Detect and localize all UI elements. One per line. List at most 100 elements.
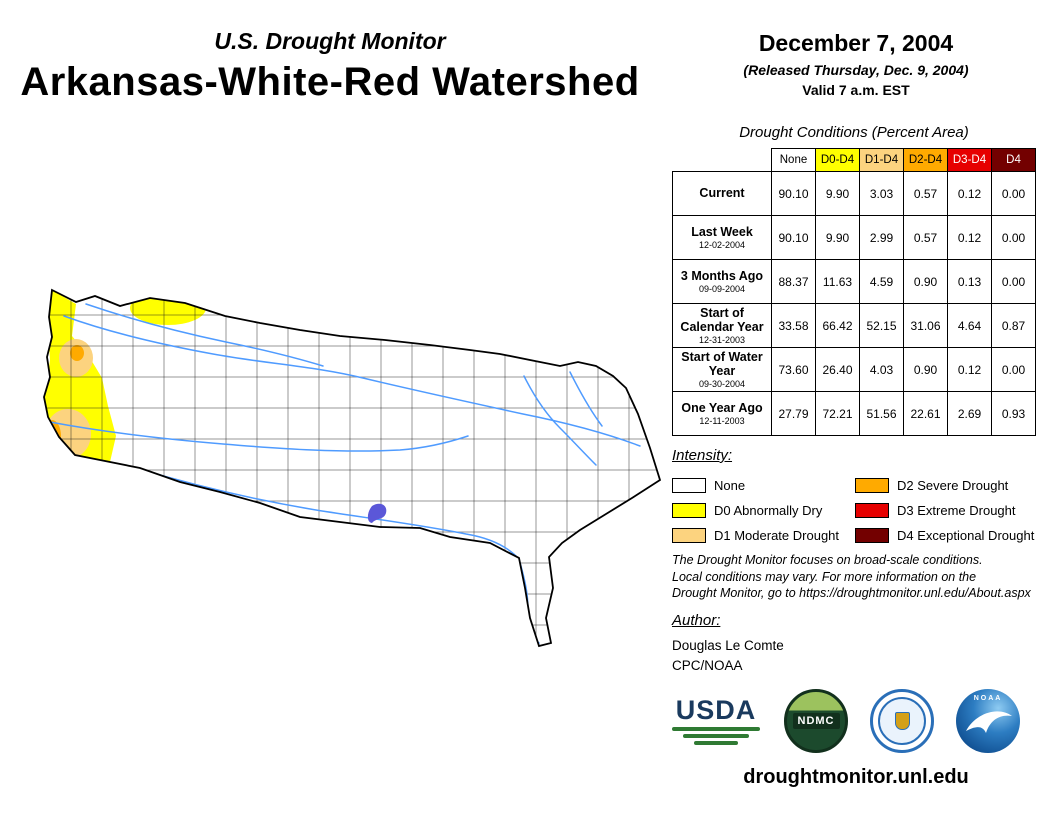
row-label: Start of Calendar Year: [680, 305, 764, 334]
cell: 22.61: [903, 391, 948, 436]
row-label-cell: Current: [672, 171, 772, 216]
cell: 2.99: [859, 215, 904, 260]
cell: 72.21: [815, 391, 860, 436]
watershed-outline: [43, 288, 662, 648]
col-header-d4: D4: [991, 148, 1036, 172]
lake: [367, 503, 387, 523]
northeast-river: [569, 371, 603, 427]
table-row: One Year Ago 12-11-2003 27.79 72.21 51.5…: [672, 391, 1036, 436]
agency-logos: USDA NDMC NOAA: [670, 686, 1020, 756]
table-row: Start of Water Year 09-30-2004 73.60 26.…: [672, 347, 1036, 392]
usda-wordmark: USDA: [675, 695, 757, 725]
cell: 2.69: [947, 391, 992, 436]
row-date: 09-30-2004: [698, 379, 746, 390]
table-title: Drought Conditions (Percent Area): [739, 124, 969, 141]
legend-label: D3 Extreme Drought: [897, 503, 1016, 518]
legend-item-d4: D4 Exceptional Drought: [855, 528, 1047, 543]
ndmc-wordmark: NDMC: [792, 713, 840, 729]
legend-label: D4 Exceptional Drought: [897, 528, 1035, 543]
cell: 0.12: [947, 171, 992, 216]
cell: 0.93: [991, 391, 1036, 436]
row-label: One Year Ago: [681, 400, 763, 415]
row-label: Last Week: [691, 224, 753, 239]
watershed-base: [44, 290, 660, 646]
commerce-seal-icon: [870, 689, 934, 753]
cell: 73.60: [771, 347, 816, 392]
cell: 11.63: [815, 259, 860, 304]
legend-label: D2 Severe Drought: [897, 478, 1009, 493]
legend-item-d3: D3 Extreme Drought: [855, 503, 1047, 518]
cimarron-river: [85, 303, 324, 367]
canadian-river: [49, 421, 469, 452]
col-header-d2: D2-D4: [903, 148, 948, 172]
d0-region-north: [130, 291, 206, 325]
row-label-cell: Start of Calendar Year 12-31-2003: [672, 303, 772, 348]
d1-region-south: [45, 409, 91, 459]
cell: 0.00: [991, 171, 1036, 216]
d0-swatch: [672, 503, 706, 518]
site-url: droughtmonitor.unl.edu: [743, 766, 969, 788]
table-header-row: None D0-D4 D1-D4 D2-D4 D3-D4 D4: [672, 148, 1036, 172]
cell: 0.13: [947, 259, 992, 304]
watershed-map: [28, 266, 668, 651]
cell: 26.40: [815, 347, 860, 392]
corner-cell: [672, 148, 772, 172]
program-title: U.S. Drought Monitor: [214, 28, 446, 54]
date-block: December 7, 2004 (Released Thursday, Dec…: [660, 30, 1052, 98]
d2-region-mid: [70, 345, 84, 361]
cell: 51.56: [859, 391, 904, 436]
row-label-cell: Last Week 12-02-2004: [672, 215, 772, 260]
cell: 9.90: [815, 215, 860, 260]
cell: 0.57: [903, 215, 948, 260]
table-row: Start of Calendar Year 12-31-2003 33.58 …: [672, 303, 1036, 348]
row-label-cell: One Year Ago 12-11-2003: [672, 391, 772, 436]
table-row: Last Week 12-02-2004 90.10 9.90 2.99 0.5…: [672, 215, 1036, 260]
table-row: 3 Months Ago 09-09-2004 88.37 11.63 4.59…: [672, 259, 1036, 304]
author-block: Author: Douglas Le Comte CPC/NOAA: [672, 612, 784, 673]
row-label: Start of Water Year: [681, 349, 763, 378]
watershed-map-svg: [43, 288, 662, 648]
commerce-emblem: [894, 712, 910, 730]
cell: 88.37: [771, 259, 816, 304]
d3-region-west: [44, 428, 51, 444]
cell: 0.57: [903, 171, 948, 216]
cell: 0.00: [991, 259, 1036, 304]
page-title: Arkansas-White-Red Watershed: [20, 60, 640, 104]
row-date: 09-09-2004: [698, 284, 746, 295]
usda-logo: USDA: [670, 697, 762, 745]
author-name: Douglas Le Comte: [672, 638, 784, 653]
commerce-seal-inner: [878, 697, 926, 745]
arkansas-river: [63, 315, 641, 447]
release-date: (Released Thursday, Dec. 9, 2004): [743, 62, 969, 78]
cell: 0.12: [947, 347, 992, 392]
disclaimer-text: The Drought Monitor focuses on broad-sca…: [672, 552, 1054, 602]
cell: 66.42: [815, 303, 860, 348]
legend-item-d1: D1 Moderate Drought: [672, 528, 855, 543]
usda-stripe: [694, 741, 738, 745]
legend-label: D0 Abnormally Dry: [714, 503, 823, 518]
cell: 33.58: [771, 303, 816, 348]
cell: 27.79: [771, 391, 816, 436]
cell: 3.03: [859, 171, 904, 216]
row-label-cell: Start of Water Year 09-30-2004: [672, 347, 772, 392]
col-header-d1: D1-D4: [859, 148, 904, 172]
usda-stripe: [683, 734, 749, 738]
valid-time: Valid 7 a.m. EST: [802, 82, 910, 98]
ndmc-logo: NDMC: [784, 689, 848, 753]
cell: 0.90: [903, 347, 948, 392]
legend-item-none: None: [672, 478, 855, 493]
col-header-none: None: [771, 148, 816, 172]
noaa-bird-icon: [966, 711, 1012, 733]
intensity-legend: Intensity: None D0 Abnormally Dry D1 Mod…: [672, 447, 1047, 548]
col-header-d0: D0-D4: [815, 148, 860, 172]
cell: 0.00: [991, 347, 1036, 392]
cell: 90.10: [771, 171, 816, 216]
row-date: 12-31-2003: [698, 335, 746, 346]
row-label-cell: 3 Months Ago 09-09-2004: [672, 259, 772, 304]
none-swatch: [672, 478, 706, 493]
legend-label: D1 Moderate Drought: [714, 528, 840, 543]
legend-label: None: [714, 478, 746, 493]
legend-item-d0: D0 Abnormally Dry: [672, 503, 855, 518]
disclaimer-line: Local conditions may vary. For more info…: [672, 569, 977, 584]
author-title: Author:: [672, 612, 721, 629]
